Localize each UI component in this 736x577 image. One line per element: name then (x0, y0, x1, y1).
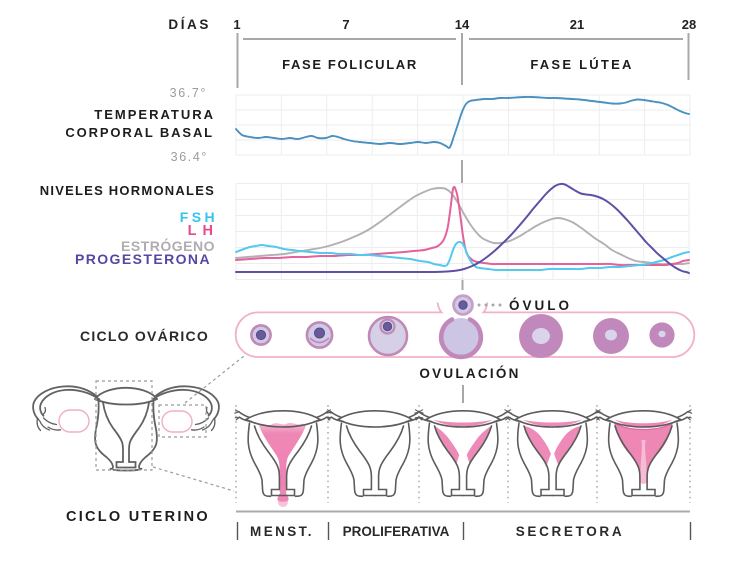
svg-text:14: 14 (455, 17, 470, 32)
svg-text:CORPORAL BASAL: CORPORAL BASAL (65, 125, 214, 140)
svg-text:FASE LÚTEA: FASE LÚTEA (530, 57, 633, 72)
svg-text:PROLIFERATIVA: PROLIFERATIVA (343, 524, 450, 539)
svg-text:CICLO OVÁRICO: CICLO OVÁRICO (80, 328, 209, 344)
svg-text:36.7°: 36.7° (170, 86, 207, 100)
svg-text:PROGESTERONA: PROGESTERONA (75, 251, 211, 267)
svg-text:NIVELES HORMONALES: NIVELES HORMONALES (40, 183, 215, 198)
svg-text:28: 28 (682, 17, 696, 32)
svg-text:LH: LH (188, 223, 219, 239)
svg-text:ÓVULO: ÓVULO (509, 298, 572, 313)
svg-text:36.4°: 36.4° (171, 150, 208, 164)
svg-text:FSH: FSH (180, 209, 218, 225)
svg-text:21: 21 (570, 17, 584, 32)
svg-text:ESTRÓGENO: ESTRÓGENO (121, 237, 215, 254)
svg-text:1: 1 (233, 17, 240, 32)
svg-text:FASE FOLICULAR: FASE FOLICULAR (282, 57, 418, 72)
svg-text:CICLO UTERINO: CICLO UTERINO (66, 509, 210, 525)
svg-text:TEMPERATURA: TEMPERATURA (94, 107, 215, 122)
svg-text:OVULACIÓN: OVULACIÓN (419, 366, 520, 381)
svg-text:SECRETORA: SECRETORA (516, 524, 625, 539)
svg-text:7: 7 (342, 17, 349, 32)
svg-text:DÍAS: DÍAS (168, 17, 211, 32)
svg-text:MENST.: MENST. (250, 524, 314, 539)
